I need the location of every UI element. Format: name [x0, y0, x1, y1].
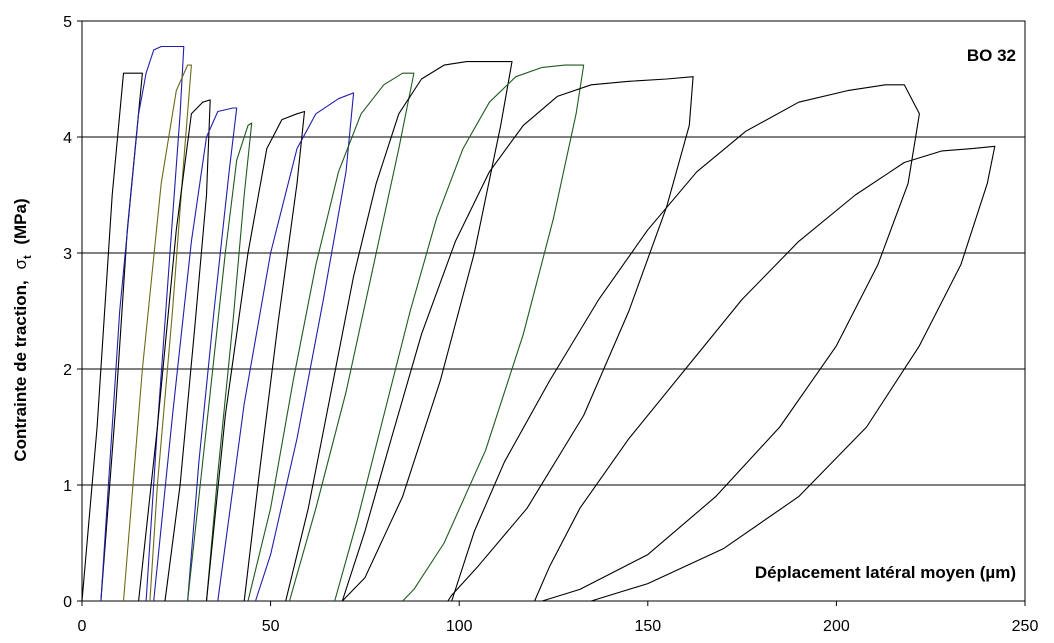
load-cycle-curve-1 [81, 72, 143, 602]
load-cycle-curve-13 [451, 84, 920, 602]
y-tick-label: 4 [63, 130, 72, 147]
load-cycle-curve-9 [247, 72, 415, 602]
load-cycle-curve-14 [534, 145, 996, 602]
load-cycle-curve-12 [341, 76, 694, 602]
y-axis-title-symbol: σ [11, 259, 30, 270]
y-tick-label: 5 [63, 14, 72, 31]
y-axis-title-unit: (MPa) [11, 198, 30, 244]
x-tick-label: 200 [823, 618, 850, 635]
load-cycle-curve-8 [217, 92, 355, 602]
load-cycle-curve-5 [153, 107, 238, 602]
plot-area-frame [81, 20, 1026, 602]
load-cycle-curve-4 [138, 99, 211, 602]
x-tick-label: 250 [1012, 618, 1039, 635]
x-tick-label: 100 [446, 618, 473, 635]
curves [81, 45, 996, 602]
load-cycle-curve-3 [122, 64, 192, 602]
y-tick-label: 1 [63, 478, 72, 495]
specimen-label: BO 32 [967, 46, 1016, 65]
svg-text:Contrainte de traction,: Contrainte de traction, σt (MPa) [11, 198, 35, 461]
load-cycle-curve-2 [100, 45, 185, 602]
y-axis-ticks: 0 1 2 3 4 5 [63, 14, 82, 611]
x-axis-title: Déplacement latéral moyen (µm) [755, 563, 1016, 582]
y-tick-label: 3 [63, 246, 72, 263]
load-cycle-curve-7 [205, 110, 306, 602]
load-cycle-curve-10 [285, 61, 513, 602]
load-cycle-curve-6 [187, 122, 253, 602]
y-tick-label: 2 [63, 362, 72, 379]
x-tick-label: 0 [78, 618, 87, 635]
y-axis-title-subscript: t [22, 255, 34, 259]
y-axis-title-main: Contrainte de traction, [11, 280, 30, 461]
y-axis-title: Contrainte de traction, σt (MPa) [11, 198, 35, 461]
x-tick-label: 150 [634, 618, 661, 635]
x-tick-label: 50 [262, 618, 280, 635]
y-tick-label: 0 [63, 594, 72, 611]
load-cycle-curve-11 [334, 64, 585, 602]
x-axis-ticks: 0 50 100 150 200 250 [78, 601, 1039, 635]
